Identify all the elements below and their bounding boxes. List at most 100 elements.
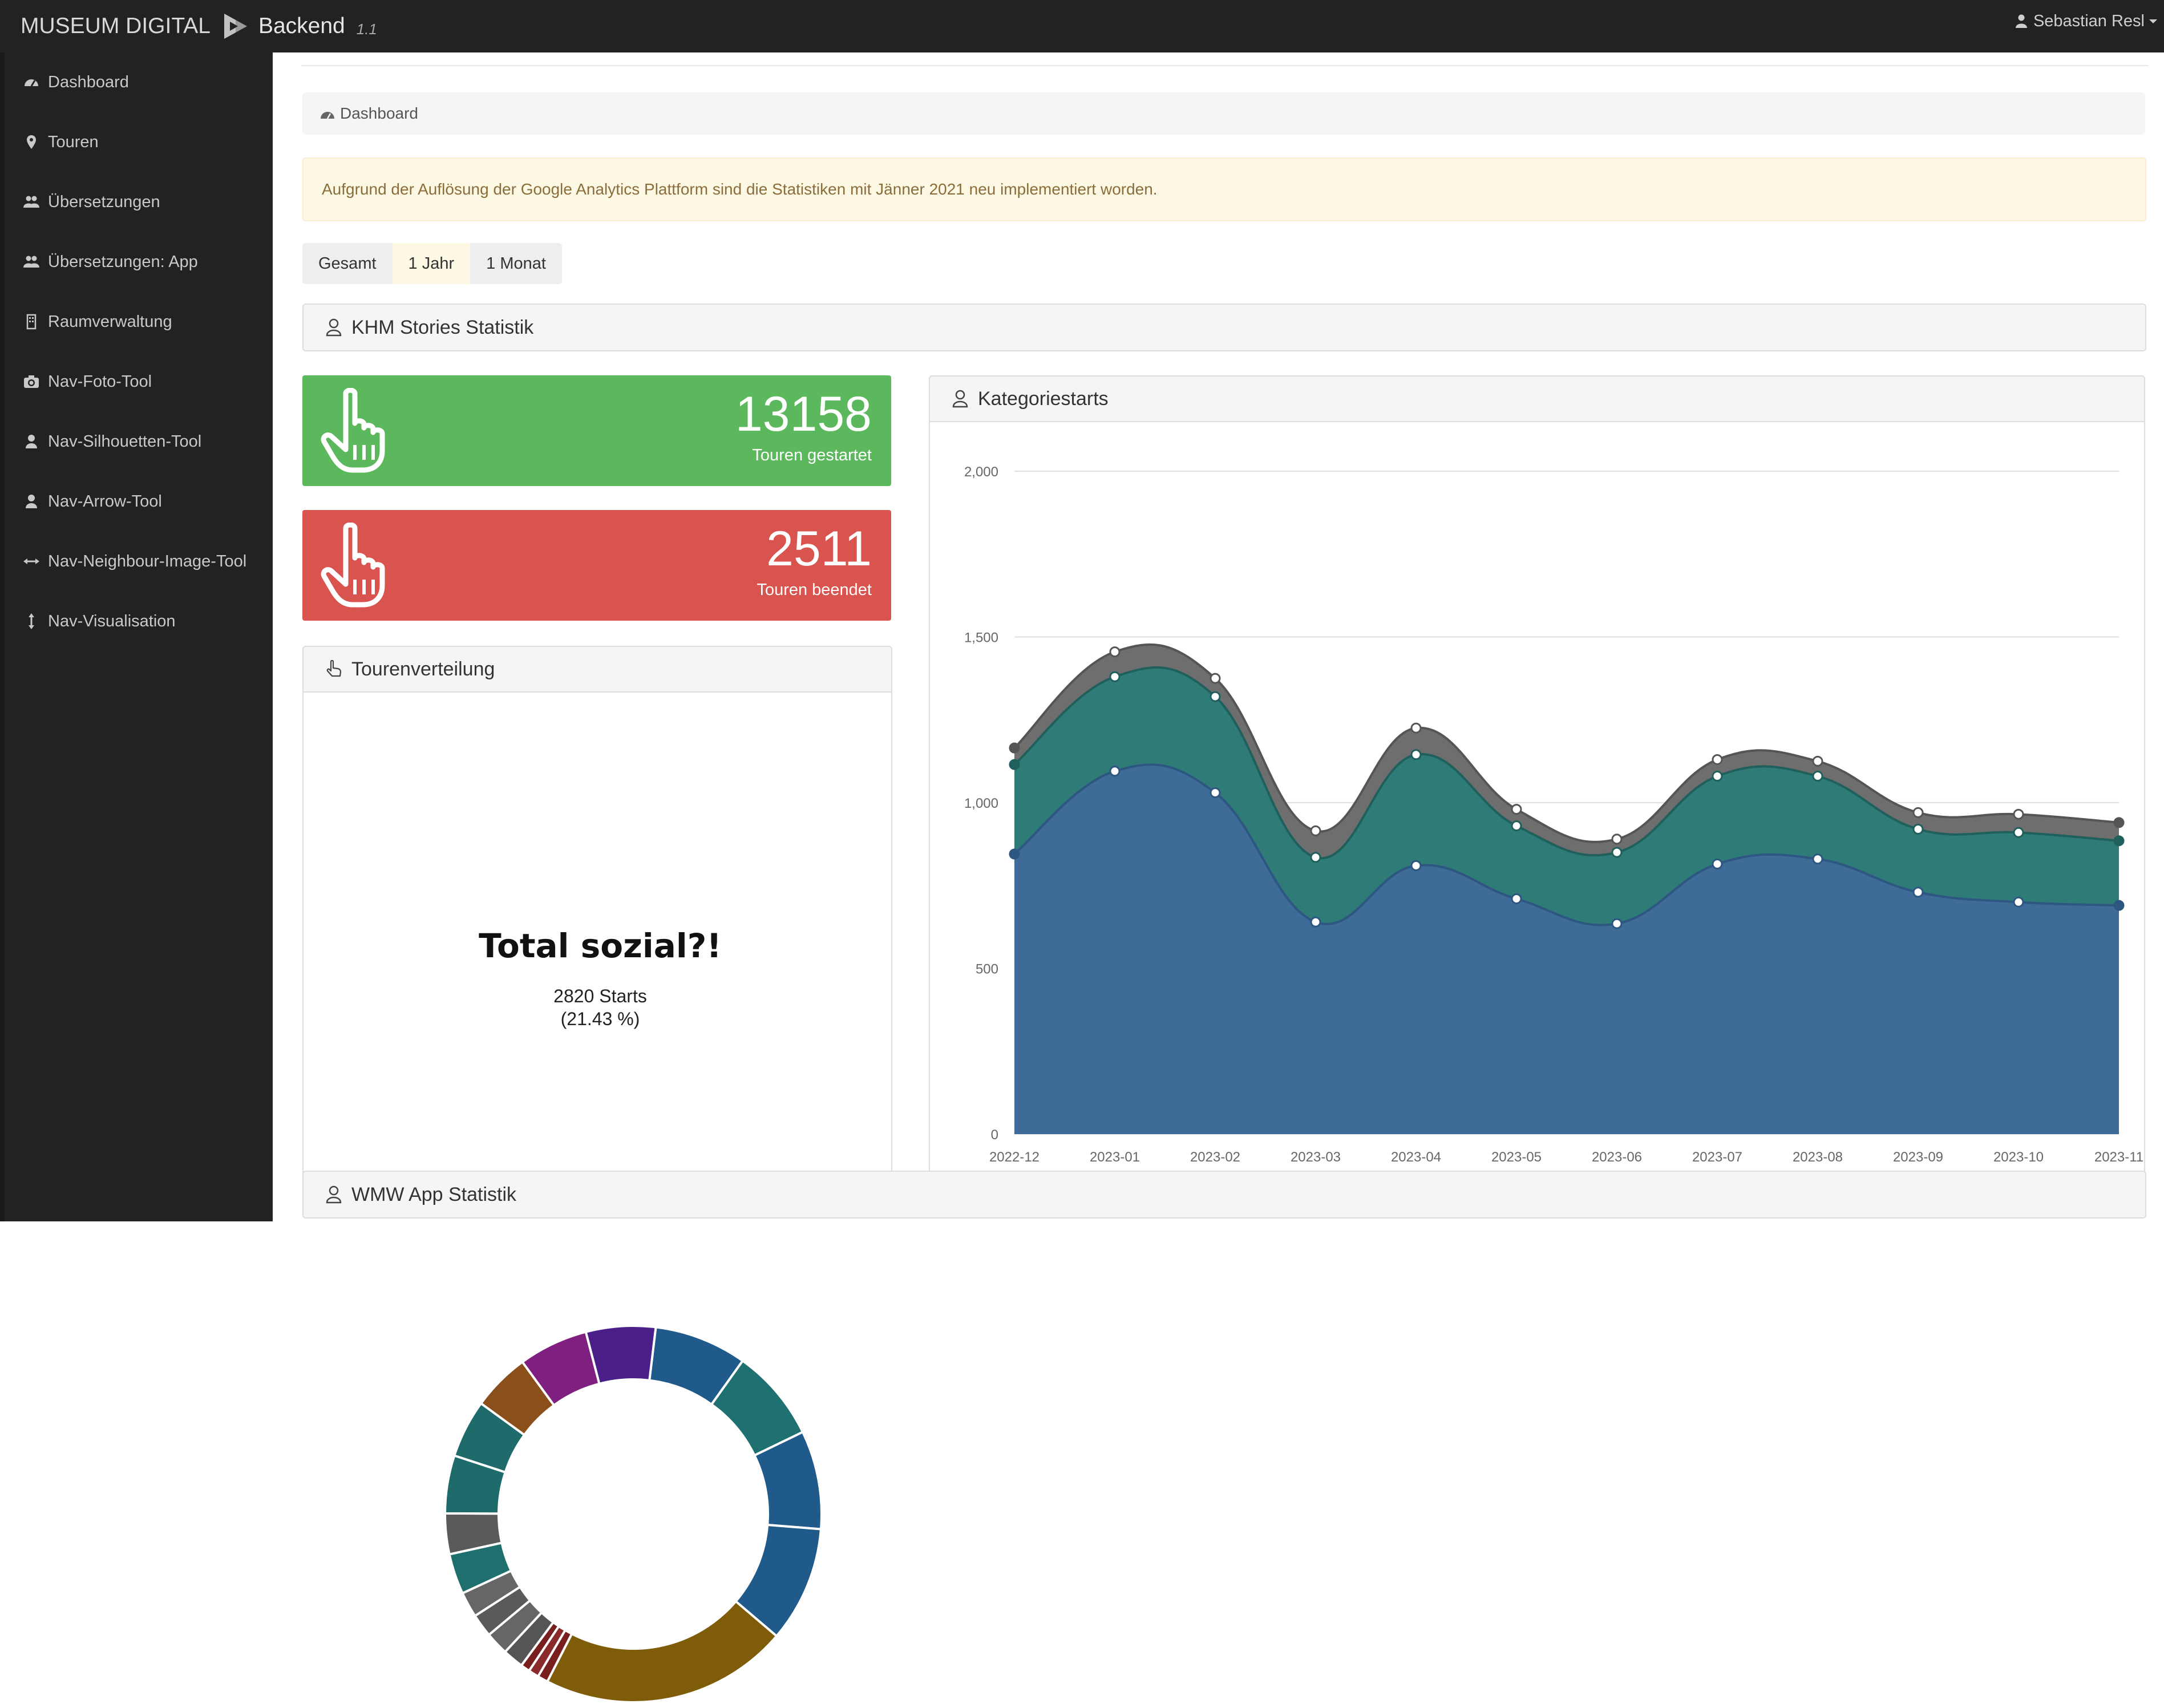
- data-point[interactable]: [1410, 749, 1422, 760]
- arrows-horizontal-icon: [23, 558, 39, 564]
- user-outline-icon: [952, 390, 968, 408]
- range-month-button[interactable]: 1 Monat: [470, 243, 562, 284]
- sidebar-item-raumverwaltung[interactable]: Raumverwaltung: [0, 299, 273, 345]
- data-point[interactable]: [2013, 827, 2024, 838]
- sidebar-item-label: Dashboard: [48, 72, 129, 91]
- data-point[interactable]: [1210, 787, 1221, 799]
- sidebar-item-label: Touren: [48, 132, 99, 151]
- y-tick-label: 2,000: [964, 464, 998, 480]
- x-tick-label: 2023-10: [1993, 1150, 2044, 1165]
- alert-text: Aufgrund der Auflösung der Google Analyt…: [322, 180, 1158, 198]
- sidebar-item-nav-neighbour-image-tool[interactable]: Nav-Neighbour-Image-Tool: [0, 539, 273, 584]
- data-point[interactable]: [1410, 860, 1422, 871]
- range-all-button[interactable]: Gesamt: [302, 243, 393, 284]
- sidebar-item-uebersetzungen[interactable]: Übersetzungen: [0, 179, 273, 225]
- sidebar-item-nav-arrow-tool[interactable]: Nav-Arrow-Tool: [0, 479, 273, 524]
- category-panel: Kategoriestarts 2,000 1,500 1,000 500 0 2022-…: [929, 375, 2145, 1199]
- pointing-hand-icon: [321, 388, 385, 473]
- sidebar-item-label: Übersetzungen: App: [48, 252, 198, 271]
- building-icon: [26, 314, 37, 330]
- sidebar-edge: [0, 52, 5, 1221]
- sidebar-item-nav-foto-tool[interactable]: Nav-Foto-Tool: [0, 359, 273, 404]
- breadcrumb-item[interactable]: Dashboard: [340, 104, 418, 122]
- stat-tours-finished: 2511 Touren beendet: [302, 510, 891, 621]
- user-icon: [2015, 14, 2027, 28]
- stat-label: Touren beendet: [757, 581, 872, 599]
- category-starts-area-chart[interactable]: 2,000 1,500 1,000 500 0 2022-12 2023-01 2023-02…: [930, 377, 2144, 1198]
- donut-slice[interactable]: [545, 1600, 779, 1703]
- main-content: Dashboard Aufgrund der Auflösung der Goo…: [273, 52, 2164, 1703]
- sidebar-item-touren[interactable]: Touren: [0, 119, 273, 165]
- data-point[interactable]: [1912, 823, 1924, 835]
- stat-label: Touren gestartet: [752, 446, 872, 464]
- wmw-section-header: WMW App Statistik: [302, 1171, 2146, 1219]
- data-point[interactable]: [1912, 887, 1924, 898]
- data-point[interactable]: [1310, 916, 1321, 928]
- data-point[interactable]: [1812, 755, 1823, 767]
- data-point[interactable]: [2113, 817, 2125, 828]
- top-navbar: MUSEUM DIGITAL Backend 1.1 Sebastian Res…: [0, 0, 2164, 52]
- data-point[interactable]: [2113, 900, 2125, 911]
- data-point[interactable]: [1812, 771, 1823, 782]
- data-point[interactable]: [1712, 771, 1723, 782]
- tour-distribution-donut-chart[interactable]: [439, 1320, 827, 1708]
- area-series[interactable]: [1014, 764, 2119, 1134]
- sidebar-item-nav-silhouetten-tool[interactable]: Nav-Silhouetten-Tool: [0, 419, 273, 464]
- data-point[interactable]: [2013, 896, 2024, 908]
- section-title: KHM Stories Statistik: [351, 316, 534, 338]
- data-point[interactable]: [1310, 852, 1321, 863]
- data-point[interactable]: [1009, 848, 1020, 860]
- data-point[interactable]: [1210, 691, 1221, 702]
- data-point[interactable]: [1712, 754, 1723, 765]
- data-point[interactable]: [1912, 807, 1924, 818]
- data-point[interactable]: [1109, 646, 1121, 658]
- distribution-panel: Tourenverteilung Total sozial?! 2820 Sta…: [302, 646, 892, 1703]
- sidebar-item-nav-visualisation[interactable]: Nav-Visualisation: [0, 598, 273, 644]
- map-marker-icon: [27, 135, 36, 149]
- x-tick-label: 2022-12: [989, 1150, 1039, 1165]
- data-point[interactable]: [1410, 722, 1422, 734]
- stat-value: 13158: [735, 387, 872, 442]
- x-tick-label: 2023-08: [1793, 1150, 1843, 1165]
- users-icon: [23, 256, 39, 268]
- data-point[interactable]: [1210, 673, 1221, 684]
- sidebar-item-label: Nav-Visualisation: [48, 612, 176, 630]
- sidebar-item-dashboard[interactable]: Dashboard: [0, 59, 273, 105]
- user-icon: [26, 495, 37, 508]
- data-point[interactable]: [1712, 858, 1723, 869]
- category-panel-header: Kategoriestarts: [929, 375, 2145, 422]
- brand-version: 1.1: [356, 20, 377, 38]
- data-point[interactable]: [2113, 835, 2125, 847]
- x-tick-label: 2023-09: [1893, 1150, 1943, 1165]
- data-point[interactable]: [1009, 742, 1020, 754]
- user-menu[interactable]: Sebastian Resl: [2015, 0, 2158, 42]
- data-point[interactable]: [1511, 820, 1522, 832]
- data-point[interactable]: [1611, 833, 1623, 845]
- sidebar-item-label: Nav-Foto-Tool: [48, 372, 152, 391]
- data-point[interactable]: [1812, 853, 1823, 865]
- data-point[interactable]: [1009, 759, 1020, 770]
- x-tick-label: 2023-03: [1291, 1150, 1341, 1165]
- breadcrumb: Dashboard: [302, 92, 2145, 135]
- data-point[interactable]: [1511, 804, 1522, 815]
- data-point[interactable]: [1109, 766, 1121, 777]
- data-point[interactable]: [1310, 825, 1321, 836]
- donut-slice[interactable]: [584, 1325, 657, 1386]
- data-point[interactable]: [1109, 671, 1121, 682]
- data-point[interactable]: [1511, 893, 1522, 904]
- hand-pointer-icon: [326, 660, 342, 677]
- data-point[interactable]: [2013, 808, 2024, 820]
- sidebar-item-label: Raumverwaltung: [48, 312, 172, 331]
- dashboard-icon: [321, 112, 334, 119]
- section-title: WMW App Statistik: [351, 1183, 517, 1205]
- data-point[interactable]: [1611, 918, 1623, 929]
- x-tick-label: 2023-05: [1491, 1150, 1542, 1165]
- sidebar: Dashboard Touren Übersetzungen Übersetzu…: [0, 52, 273, 1221]
- brand[interactable]: MUSEUM DIGITAL Backend 1.1: [21, 8, 377, 44]
- stat-tours-started: 13158 Touren gestartet: [302, 375, 891, 486]
- data-point[interactable]: [1611, 847, 1623, 858]
- range-year-button[interactable]: 1 Jahr: [392, 243, 471, 284]
- donut-center-percent: (21.43 %): [560, 1009, 640, 1029]
- sidebar-item-uebersetzungen-app[interactable]: Übersetzungen: App: [0, 239, 273, 285]
- pointing-hand-icon: [321, 523, 385, 608]
